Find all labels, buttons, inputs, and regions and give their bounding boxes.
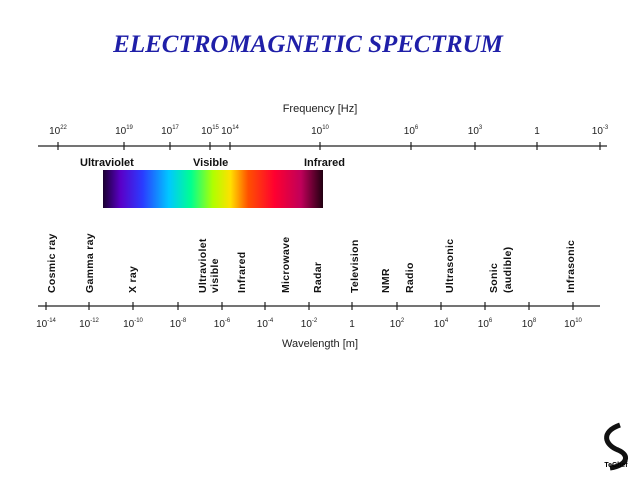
tick-exponent: 2 [401,318,405,324]
tick-base: 10 [478,319,490,330]
tick-base: 10 [221,126,233,137]
tick-exponent: 4 [445,318,449,324]
tick-base: 10 [36,319,48,330]
tick-exponent: 8 [533,318,537,324]
tick-exponent: 22 [60,125,67,131]
tick-exponent: -3 [603,125,609,131]
tick-base: 10 [115,126,127,137]
tick-base: 10 [301,319,313,330]
frequency-axis-label: Frequency [Hz] [283,103,358,115]
tick-base: 10 [390,319,402,330]
tick-base: 10 [201,126,213,137]
tick-label: 102 [390,318,405,330]
logo-mark [604,422,628,471]
region-label: Television [349,239,361,293]
tick-label: 1015 [201,125,219,137]
tick-base: 10 [79,319,91,330]
tick-exponent: -10 [134,318,143,324]
tick-label: 1019 [115,125,133,137]
tick-exponent: -12 [90,318,99,324]
region-label: Cosmic ray [46,233,58,293]
region-label: Microwave [280,237,292,293]
tick-base: 10 [592,126,604,137]
tick-exponent: 6 [489,318,493,324]
band-label: Visible [193,157,228,169]
tick-exponent: -8 [181,318,187,324]
tick-exponent: -14 [47,318,56,324]
logo-text: TeChef [604,462,628,469]
tick-exponent: 3 [479,125,483,131]
tick-base: 10 [257,319,269,330]
tick-base: 10 [214,319,226,330]
tick-label: 10-14 [36,318,56,330]
tick-label: 103 [468,125,483,137]
tick-exponent: 6 [415,125,419,131]
tick-label: 10-3 [592,125,609,137]
tick-base: 1 [349,319,355,330]
tick-base: 1 [534,126,540,137]
tick-label: 10-2 [301,318,318,330]
tick-base: 10 [522,319,534,330]
region-label: Ultrasonic [444,239,456,293]
region-label: Ultraviolet [197,238,209,293]
tick-base: 10 [404,126,416,137]
tick-exponent: 14 [232,125,239,131]
region-label: visible [209,258,221,293]
tick-exponent: -2 [312,318,318,324]
band-label: Infrared [304,157,345,169]
tick-label: 104 [434,318,449,330]
tick-exponent: 19 [126,125,133,131]
tick-exponent: 10 [322,125,329,131]
tick-label: 108 [522,318,537,330]
tick-label: 1 [534,126,540,137]
tick-label: 106 [404,125,419,137]
tick-exponent: -6 [225,318,231,324]
tick-base: 10 [49,126,61,137]
region-label: Radio [404,262,416,293]
tick-exponent: 10 [575,318,582,324]
region-label: Gamma ray [84,233,96,293]
spectrum-bar [103,170,323,208]
region-label: Infrared [236,252,248,294]
tick-label: 1010 [311,125,329,137]
tick-label: 1010 [564,318,582,330]
tick-label: 10-8 [170,318,187,330]
region-label: Radar [312,262,324,293]
region-label: NMR [380,268,392,293]
tick-base: 10 [170,319,182,330]
logo: TeChef [604,422,628,471]
tick-label: 1022 [49,125,67,137]
tick-base: 10 [468,126,480,137]
tick-label: 1014 [221,125,239,137]
region-label: Infrasonic [565,240,577,293]
tick-base: 10 [311,126,323,137]
tick-label: 106 [478,318,493,330]
tick-base: 10 [123,319,135,330]
tick-label: 10-10 [123,318,143,330]
tick-label: 1017 [161,125,179,137]
band-label: Ultraviolet [80,157,134,169]
tick-label: 10-12 [79,318,99,330]
tick-label: 10-6 [214,318,231,330]
tick-label: 10-4 [257,318,274,330]
tick-label: 1 [349,319,355,330]
tick-base: 10 [161,126,173,137]
wavelength-axis-label: Wavelength [m] [282,338,358,350]
region-label: Sonic [488,263,500,293]
tick-base: 10 [434,319,446,330]
tick-exponent: 15 [212,125,219,131]
title: ELECTROMAGNETIC SPECTRUM [112,31,503,58]
tick-base: 10 [564,319,576,330]
region-label: X ray [127,266,139,293]
region-label: (audible) [502,247,514,293]
tick-exponent: -4 [268,318,274,324]
tick-exponent: 17 [172,125,179,131]
